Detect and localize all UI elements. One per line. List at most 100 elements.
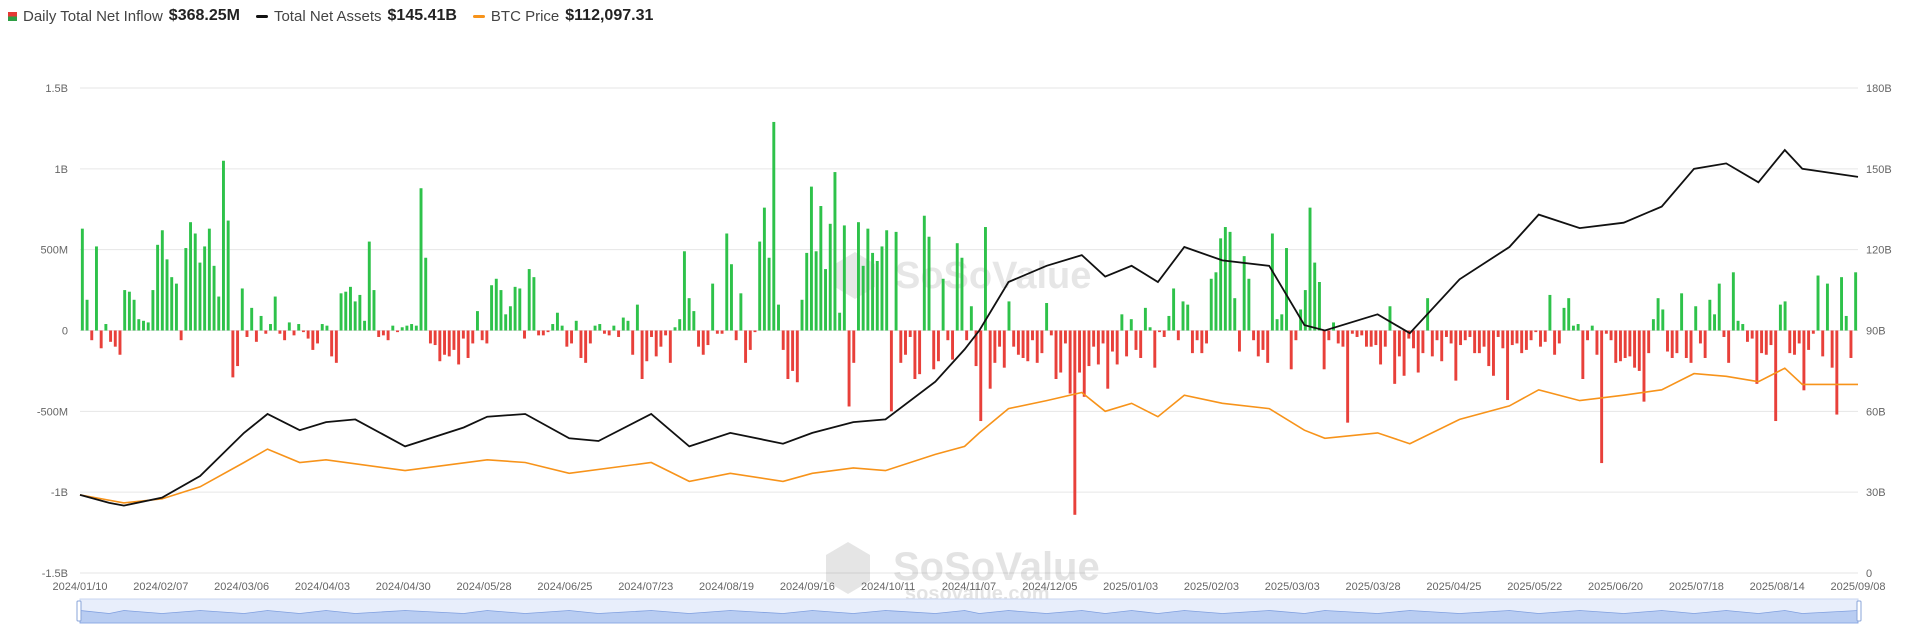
inflow-bar xyxy=(254,330,258,342)
inflow-value: $368.25M xyxy=(168,7,240,24)
inflow-bar xyxy=(570,330,573,344)
inflow-bar xyxy=(1082,330,1086,397)
inflow-bar xyxy=(1129,319,1133,331)
inflow-bar xyxy=(250,307,254,331)
inflow-bar xyxy=(598,324,602,331)
inflow-bar xyxy=(701,330,705,355)
legend-item-btc[interactable]: BTC Price $112,097.31 xyxy=(472,7,653,25)
inflow-bar xyxy=(283,330,287,341)
inflow-bar xyxy=(508,306,512,331)
navigator-right-handle[interactable] xyxy=(1856,600,1862,622)
inflow-bar xyxy=(1162,330,1166,337)
inflow-bar xyxy=(1656,298,1660,331)
inflow-bar xyxy=(650,330,653,337)
inflow-bar xyxy=(494,278,498,331)
y-left-tick-label: -500M xyxy=(37,406,68,418)
inflow-bar xyxy=(546,330,550,333)
inflow-bar xyxy=(264,330,268,334)
inflow-bar xyxy=(588,330,592,344)
inflow-bar xyxy=(1205,330,1208,344)
inflow-bar xyxy=(353,301,357,331)
inflow-bar xyxy=(231,330,235,378)
inflow-bar xyxy=(428,330,432,344)
inflow-bar xyxy=(127,291,131,331)
y-right-tick-label: 120B xyxy=(1866,245,1892,257)
y-right-tick-label: 60B xyxy=(1866,406,1886,418)
inflow-bar xyxy=(1844,315,1848,331)
x-tick-label: 2024/09/16 xyxy=(780,581,835,593)
inflow-bar xyxy=(457,330,461,365)
inflow-bar xyxy=(1633,330,1637,368)
inflow-bar xyxy=(565,330,569,347)
inflow-bar xyxy=(682,251,686,331)
legend-item-inflow[interactable]: Daily Total Net Inflow $368.25M xyxy=(8,7,240,25)
inflow-bar xyxy=(711,283,715,331)
inflow-bar xyxy=(1477,330,1481,354)
inflow-bar xyxy=(1666,330,1669,352)
inflow-bar xyxy=(1016,330,1020,355)
inflow-bar xyxy=(1167,315,1171,331)
inflow-bar xyxy=(504,314,508,331)
inflow-bar xyxy=(259,315,263,331)
inflow-bar xyxy=(1590,325,1594,331)
inflow-bar xyxy=(1562,307,1566,331)
inflow-bar xyxy=(1675,330,1679,354)
inflow-bar xyxy=(1289,330,1293,370)
inflow-bar xyxy=(99,330,103,349)
inflow-bar xyxy=(758,241,762,331)
inflow-bar xyxy=(320,324,324,331)
assets-label: Total Net Assets xyxy=(273,7,382,25)
inflow-bar xyxy=(998,330,1002,347)
x-tick-label: 2025/09/08 xyxy=(1830,581,1885,593)
inflow-bar xyxy=(1186,304,1190,331)
inflow-bar xyxy=(777,304,780,331)
x-tick-label: 2024/08/19 xyxy=(699,581,754,593)
legend-item-assets[interactable]: Total Net Assets $145.41B xyxy=(255,7,457,25)
inflow-bar xyxy=(1793,330,1796,355)
inflow-bar xyxy=(184,248,188,331)
inflow-bar xyxy=(212,265,216,331)
inflow-bar xyxy=(240,288,244,331)
y-left-tick-label: 500M xyxy=(40,245,68,257)
inflow-bar xyxy=(1854,272,1858,331)
x-tick-label: 2024/06/25 xyxy=(537,581,592,593)
inflow-bar xyxy=(1374,330,1378,346)
x-tick-label: 2025/03/03 xyxy=(1265,581,1320,593)
watermark-bottom: SoSoValue sosovalue.com xyxy=(826,542,1100,605)
inflow-bar xyxy=(1035,330,1039,363)
inflow-bar xyxy=(391,325,395,331)
inflow-bar xyxy=(866,228,870,331)
inflow-bar xyxy=(715,330,719,334)
inflow-bar xyxy=(1821,330,1825,357)
inflow-bar xyxy=(1111,330,1114,352)
inflow-bar xyxy=(1553,330,1557,355)
inflow-bar xyxy=(1172,288,1176,331)
inflow-bar xyxy=(287,322,291,331)
inflow-bar xyxy=(1680,293,1684,331)
inflow-bars xyxy=(80,121,1858,515)
inflow-bar xyxy=(1322,330,1326,370)
inflow-bar xyxy=(1350,330,1354,334)
inflow-bar xyxy=(1280,314,1284,331)
inflow-bar xyxy=(955,243,959,331)
inflow-bar xyxy=(179,330,183,341)
inflow-bar xyxy=(1783,301,1787,331)
inflow-bar xyxy=(824,269,827,331)
inflow-bar xyxy=(1468,330,1472,337)
inflow-bar xyxy=(1303,290,1307,331)
inflow-bar xyxy=(217,296,221,331)
inflow-bar xyxy=(640,330,644,379)
x-tick-label: 2024/12/05 xyxy=(1022,581,1077,593)
inflow-bar xyxy=(443,330,446,355)
y-axis-left: 1.5B 1B 500M 0 -500M -1B -1.5B xyxy=(37,83,68,580)
inflow-bar xyxy=(1360,330,1364,336)
inflow-bar xyxy=(1238,330,1241,352)
range-navigator[interactable] xyxy=(76,598,1862,624)
inflow-bar xyxy=(1087,330,1091,367)
navigator-left-handle[interactable] xyxy=(76,600,82,622)
inflow-bar xyxy=(936,330,940,362)
btc-price-line xyxy=(79,367,1858,504)
inflow-bar xyxy=(993,330,997,363)
inflow-bar xyxy=(1811,330,1815,334)
